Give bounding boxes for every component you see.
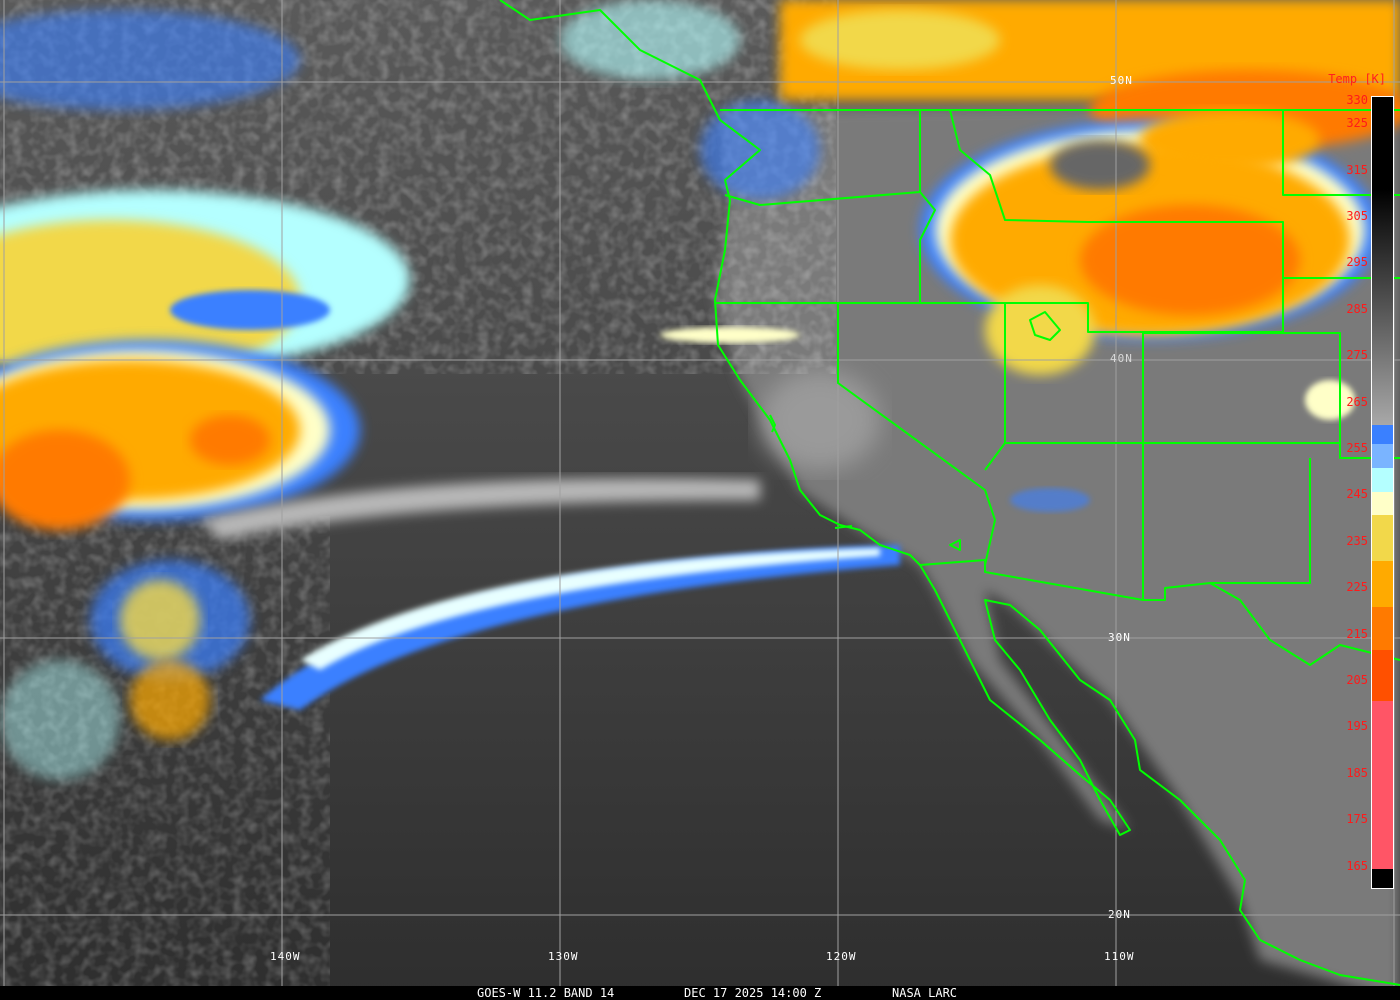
colorbar-tick: 265 [1346, 394, 1368, 409]
border-wa-or [724, 191, 921, 206]
colorbar-tick: 195 [1346, 719, 1368, 734]
lon-label-130w: 130W [548, 950, 579, 963]
frontal-cloud-band [200, 327, 900, 710]
island-outline [769, 414, 776, 433]
colorbar-swatch [1372, 425, 1393, 444]
rocky-mountain-clouds [780, 0, 1400, 512]
border-us-mexico [919, 559, 1400, 666]
border-nm-tx [1210, 458, 1311, 584]
colorbar-tick: 165 [1346, 858, 1368, 873]
colorbar-swatch [1372, 452, 1393, 468]
colorbar-swatch [1372, 444, 1393, 452]
colorbar-tick: 285 [1346, 301, 1368, 316]
colorbar-tick: 205 [1346, 673, 1368, 687]
lake-outline [1029, 311, 1061, 341]
coastline-pacific [499, 0, 1400, 986]
colorbar-tick: 245 [1346, 487, 1368, 502]
caption-bar: GOES-W 11.2 BAND 14 DEC 17 2025 14:00 Z … [0, 986, 1400, 1000]
colorbar-tick: 295 [1346, 255, 1368, 270]
colorbar-tick: 235 [1346, 533, 1368, 548]
temperature-colorbar [1371, 96, 1394, 889]
caption-source: NASA LARC [892, 986, 958, 1000]
colorbar-tick: 315 [1346, 162, 1368, 177]
colorbar-tick: 325 [1346, 116, 1368, 131]
colorbar-tick: 305 [1346, 209, 1368, 223]
cloud-swirl [760, 370, 880, 470]
colorbar-tick: 185 [1346, 765, 1368, 780]
colorbar-tick: 330 [1346, 93, 1368, 107]
lon-label-110w: 110W [1104, 950, 1135, 963]
colorbar-swatch [1372, 468, 1393, 492]
borders [499, 0, 1400, 986]
island-outline [949, 539, 961, 551]
border-idaho [919, 110, 936, 303]
lon-label-140w: 140W [270, 950, 301, 963]
lat-label-20n: 20N [1108, 908, 1131, 921]
colorbar-tick: 215 [1346, 626, 1368, 641]
colorbar-swatch [1372, 650, 1393, 701]
island-outline [834, 525, 853, 529]
colorbar-swatch [1372, 492, 1393, 515]
lon-label-120w: 120W [826, 950, 857, 963]
border-ca-nv [837, 303, 996, 566]
border-mt [1282, 110, 1400, 196]
colorbar-swatch [1372, 607, 1393, 650]
colorbar-swatch [1372, 561, 1393, 607]
border-ut-az [1005, 442, 1400, 459]
colorbar-tick: 275 [1346, 348, 1368, 363]
colorbar-swatch [1372, 701, 1393, 869]
colorbar-tick: 175 [1346, 812, 1368, 827]
colorbar-tick: 255 [1346, 441, 1368, 455]
pacific-cloud-system [0, 10, 410, 780]
caption-datetime: DEC 17 2025 14:00 Z [684, 986, 822, 1000]
lat-label-40n: 40N [1110, 352, 1133, 365]
border-id-mt [949, 109, 1089, 223]
lat-label-30n: 30N [1108, 631, 1131, 644]
colorbar-swatch [1372, 515, 1393, 561]
lat-label-50n: 50N [1110, 74, 1133, 87]
border-co-nm [1143, 332, 1341, 443]
colorbar-title: Temp [K] [1328, 72, 1386, 86]
caption-product: GOES-W 11.2 BAND 14 [477, 986, 615, 1000]
colorbar-tick: 225 [1346, 580, 1368, 595]
